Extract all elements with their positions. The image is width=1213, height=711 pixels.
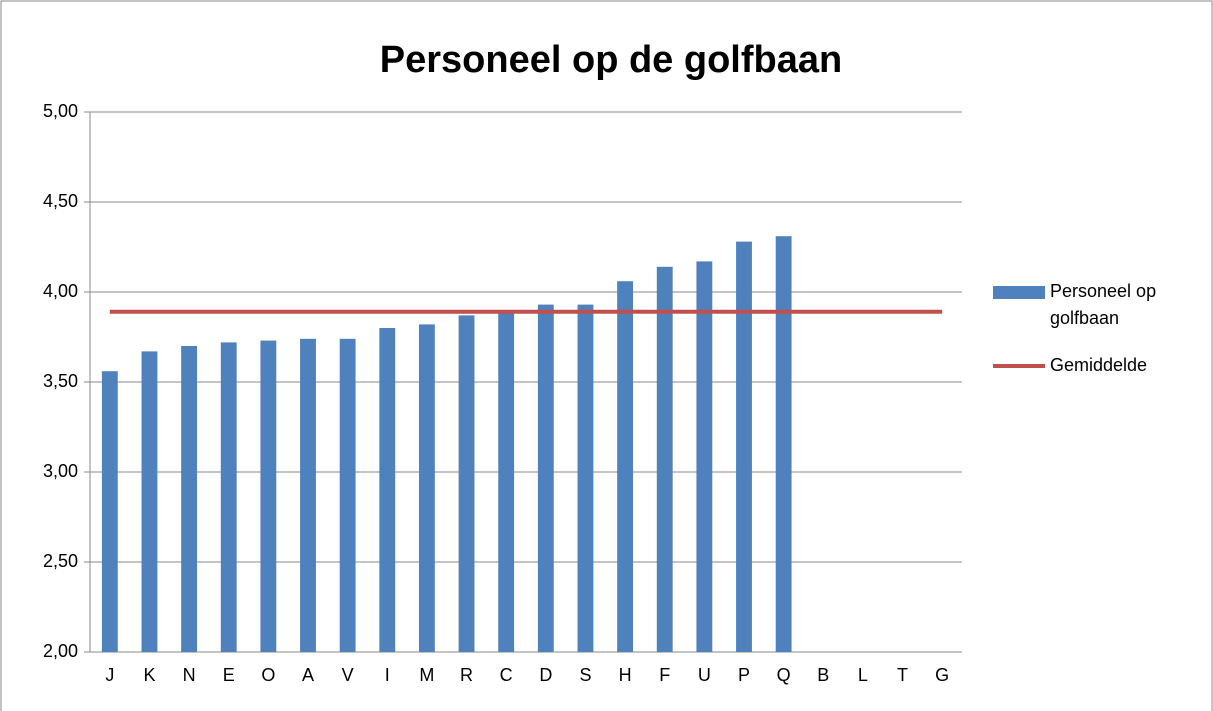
- bar: [775, 236, 792, 652]
- bar: [617, 281, 634, 652]
- bar: [141, 351, 158, 652]
- x-tick-label: M: [419, 665, 434, 685]
- x-tick-label: P: [738, 665, 750, 685]
- bar: [696, 261, 713, 652]
- bar: [181, 346, 198, 652]
- x-tick-label: H: [619, 665, 632, 685]
- bar: [458, 315, 475, 652]
- x-tick-label: O: [261, 665, 275, 685]
- x-tick-label: C: [500, 665, 513, 685]
- x-tick-label: J: [105, 665, 114, 685]
- legend-label: Personeel op golfbaan: [1050, 281, 1157, 328]
- x-tick-label: U: [698, 665, 711, 685]
- x-tick-label: Q: [777, 665, 791, 685]
- x-tick-label: B: [817, 665, 829, 685]
- bar: [498, 311, 515, 652]
- x-tick-label: F: [659, 665, 670, 685]
- x-tick-label: R: [460, 665, 473, 685]
- x-tick-label: K: [143, 665, 155, 685]
- y-tick-label: 2,00: [43, 641, 78, 661]
- y-tick-label: 5,00: [43, 101, 78, 121]
- bar: [300, 338, 316, 652]
- x-tick-label: V: [342, 665, 354, 685]
- bar: [101, 371, 118, 652]
- x-tick-label: D: [539, 665, 552, 685]
- legend-label: Gemiddelde: [1050, 355, 1148, 375]
- bar: [537, 304, 554, 652]
- bar: [339, 338, 356, 652]
- bar: [260, 340, 277, 652]
- y-tick-label: 3,00: [43, 461, 78, 481]
- x-tick-label: E: [223, 665, 235, 685]
- bar: [418, 324, 435, 652]
- y-tick-label: 3,50: [43, 371, 78, 391]
- chart-title: Personeel op de golfbaan: [380, 39, 842, 81]
- bar: [577, 304, 594, 652]
- bar: [736, 241, 752, 652]
- legend-swatch: [993, 286, 1045, 299]
- x-tick-label: N: [183, 665, 196, 685]
- y-tick-label: 4,00: [43, 281, 78, 301]
- x-tick-label: S: [579, 665, 591, 685]
- bar: [379, 328, 396, 652]
- x-tick-label: T: [897, 665, 908, 685]
- bar: [656, 266, 673, 652]
- y-tick-label: 2,50: [43, 551, 78, 571]
- x-tick-label: L: [858, 665, 868, 685]
- bar: [220, 342, 237, 652]
- x-tick-label: A: [302, 665, 314, 685]
- x-tick-label: I: [385, 665, 390, 685]
- y-tick-label: 4,50: [43, 191, 78, 211]
- x-tick-label: G: [935, 665, 949, 685]
